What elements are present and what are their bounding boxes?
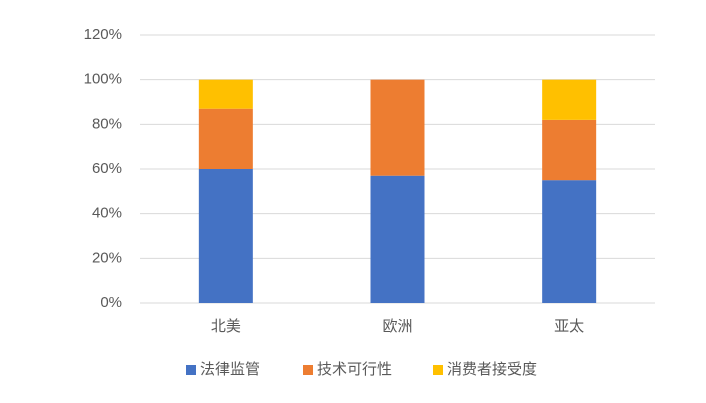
y-tick-label: 80% bbox=[92, 115, 122, 132]
y-tick-label: 60% bbox=[92, 160, 122, 177]
legend-swatch bbox=[186, 365, 196, 375]
y-tick-label: 20% bbox=[92, 249, 122, 266]
x-tick-label: 亚太 bbox=[554, 318, 584, 335]
legend-swatch bbox=[303, 365, 313, 375]
legend-label: 法律监管 bbox=[200, 361, 260, 378]
bar-segment bbox=[198, 169, 253, 303]
bar-segment bbox=[542, 180, 597, 303]
legend-swatch bbox=[433, 365, 443, 375]
x-tick-label: 欧洲 bbox=[382, 318, 412, 335]
bar-segment bbox=[198, 108, 253, 169]
bar-segment bbox=[542, 79, 597, 120]
y-tick-label: 40% bbox=[92, 205, 122, 222]
legend-label: 技术可行性 bbox=[317, 361, 392, 378]
y-tick-label: 0% bbox=[100, 294, 122, 311]
legend-label: 消费者接受度 bbox=[447, 361, 537, 378]
bar-segment bbox=[198, 79, 253, 109]
bar-segment bbox=[542, 119, 597, 181]
y-tick-label: 100% bbox=[84, 71, 122, 88]
bar-segment bbox=[370, 175, 425, 303]
x-tick-label: 北美 bbox=[211, 318, 241, 335]
bar-segment bbox=[370, 79, 425, 176]
y-tick-label: 120% bbox=[84, 26, 122, 43]
